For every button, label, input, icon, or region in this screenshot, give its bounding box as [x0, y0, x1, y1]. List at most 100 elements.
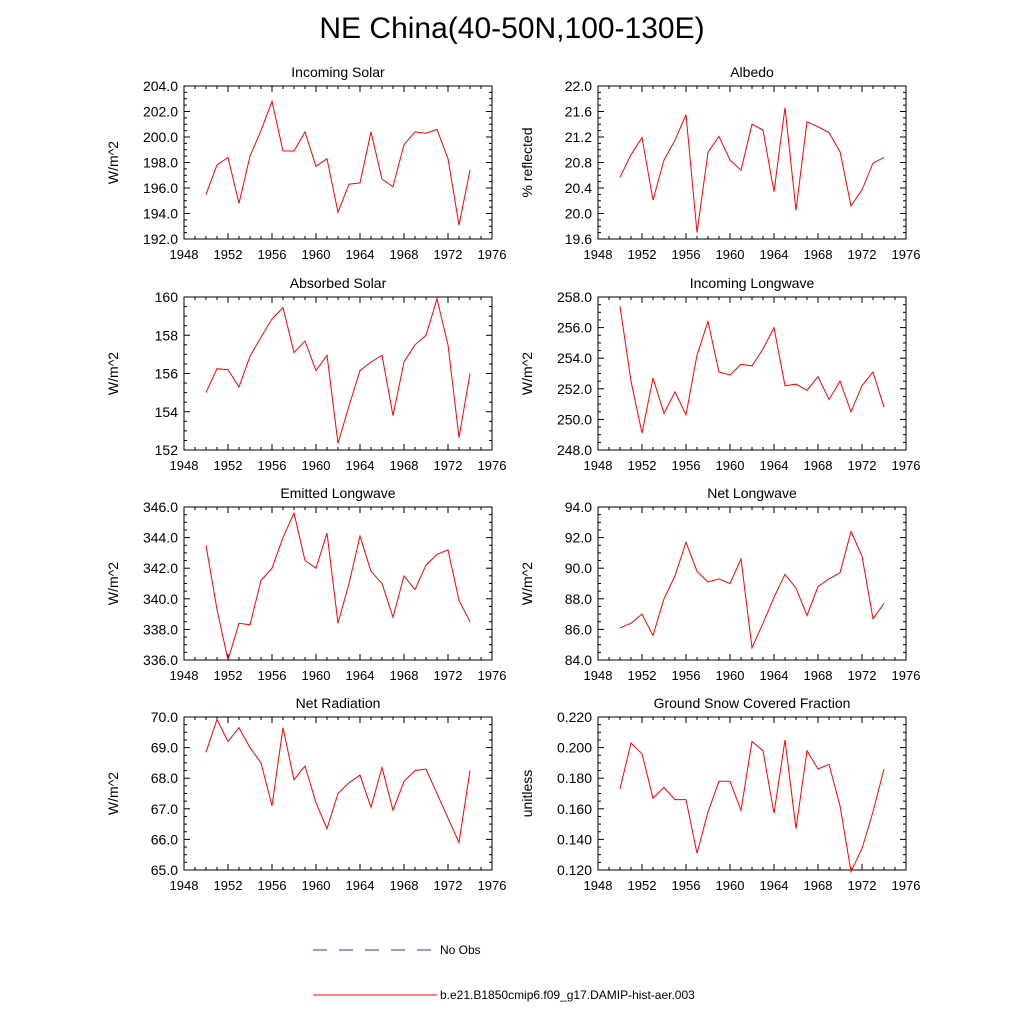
x-tick-label: 1948 [584, 247, 613, 262]
data-point [741, 364, 742, 365]
data-point [785, 385, 786, 386]
data-point [437, 298, 438, 299]
x-tick-label: 1956 [258, 458, 287, 473]
data-point [774, 597, 775, 598]
y-tick-label: 196.0 [143, 180, 178, 196]
data-point [283, 151, 284, 152]
y-tick-label: 154 [155, 404, 179, 420]
y-tick-label: 0.160 [557, 801, 592, 817]
data-point [470, 621, 471, 622]
y-tick-label: 192.0 [143, 231, 178, 247]
data-point [807, 121, 808, 122]
x-tick-label: 1976 [478, 458, 507, 473]
data-point [404, 144, 405, 145]
panel-4: Incoming Longwave W/m^2 1948 1952 1956 1960 19… [519, 275, 920, 473]
data-point [261, 762, 262, 763]
x-tick-label: 1952 [214, 458, 243, 473]
x-tick-label: 1972 [848, 878, 877, 893]
x-tick-label: 1948 [170, 247, 199, 262]
data-point [426, 335, 427, 336]
data-point [393, 415, 394, 416]
x-tick-label: 1968 [804, 458, 833, 473]
data-point [730, 159, 731, 160]
data-point [620, 177, 621, 178]
data-point [686, 542, 687, 543]
data-point [316, 370, 317, 371]
data-point [785, 739, 786, 740]
y-axis-label: W/m^2 [105, 141, 121, 184]
y-tick-label: 22.0 [565, 78, 592, 94]
x-tick-label: 1948 [170, 668, 199, 683]
data-point [426, 565, 427, 566]
data-point [250, 156, 251, 157]
y-axis-label: W/m^2 [519, 562, 535, 605]
y-axis-label: W/m^2 [519, 352, 535, 395]
data-point [349, 583, 350, 584]
data-point [272, 101, 273, 102]
data-point [305, 131, 306, 132]
y-tick-label: 70.0 [151, 709, 178, 725]
x-tick-label: 1952 [628, 668, 657, 683]
data-point [752, 124, 753, 125]
data-point [448, 344, 449, 345]
data-point [719, 578, 720, 579]
y-tick-label: 200.0 [143, 129, 178, 145]
series-line [619, 306, 885, 434]
data-point [697, 355, 698, 356]
y-tick-label: 342.0 [143, 560, 178, 576]
data-point [730, 583, 731, 584]
y-tick-label: 90.0 [565, 560, 592, 576]
data-point [818, 769, 819, 770]
y-tick-label: 202.0 [143, 104, 178, 120]
series-line [205, 718, 471, 845]
data-point [807, 615, 808, 616]
series-line [619, 107, 885, 233]
data-point [239, 203, 240, 204]
data-point [228, 741, 229, 742]
x-tick-label: 1968 [804, 247, 833, 262]
data-point [851, 411, 852, 412]
data-point [349, 406, 350, 407]
x-tick-label: 1952 [214, 247, 243, 262]
data-point [459, 600, 460, 601]
data-point [437, 554, 438, 555]
x-tick-label: 1976 [478, 878, 507, 893]
x-tick-label: 1976 [892, 878, 921, 893]
data-point [327, 355, 328, 356]
x-tick-label: 1972 [848, 668, 877, 683]
x-tick-label: 1948 [584, 878, 613, 893]
y-tick-label: 0.220 [557, 709, 592, 725]
data-point [382, 583, 383, 584]
data-point [272, 805, 273, 806]
y-tick-label: 204.0 [143, 78, 178, 94]
y-tick-label: 20.4 [565, 180, 592, 196]
y-tick-label: 0.120 [557, 862, 592, 878]
x-tick-label: 1976 [892, 668, 921, 683]
y-tick-label: 68.0 [151, 770, 178, 786]
data-point [217, 368, 218, 369]
data-point [708, 321, 709, 322]
data-point [261, 337, 262, 338]
data-point [818, 376, 819, 377]
data-point [217, 165, 218, 166]
x-tick-label: 1960 [716, 878, 745, 893]
data-point [305, 560, 306, 561]
data-point [382, 767, 383, 768]
data-point [305, 765, 306, 766]
series-line [205, 296, 471, 444]
plot-frame [183, 506, 493, 661]
x-tick-label: 1976 [478, 668, 507, 683]
data-point [294, 779, 295, 780]
panel-5: Emitted Longwave W/m^2 1948 1952 1956 1960 196… [105, 485, 506, 683]
data-point [360, 536, 361, 537]
x-tick-label: 1960 [302, 458, 331, 473]
data-point [873, 618, 874, 619]
y-tick-label: 336.0 [143, 652, 178, 668]
data-point [631, 623, 632, 624]
data-point [774, 327, 775, 328]
data-point [642, 137, 643, 138]
data-point [349, 184, 350, 185]
data-point [840, 805, 841, 806]
x-tick-label: 1976 [892, 458, 921, 473]
